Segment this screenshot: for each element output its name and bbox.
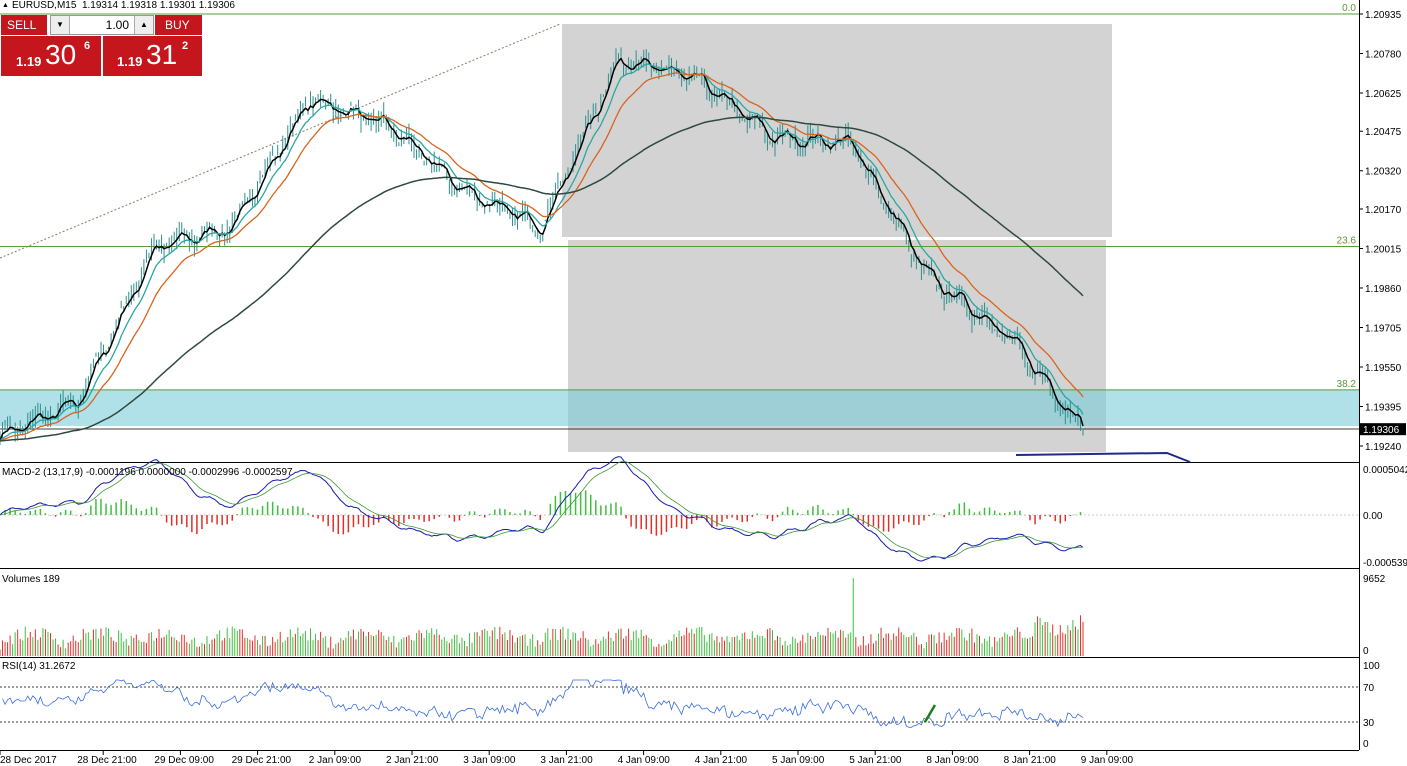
rsi-axis-label: 30 — [1363, 718, 1375, 729]
time-axis-label: 29 Dec 21:00 — [232, 755, 292, 766]
rsi-line — [2, 679, 1084, 728]
price-axis-label: 1.20170 — [1365, 205, 1402, 216]
current-price-tag: 1.19306 — [1363, 425, 1400, 436]
price-axis-label: 1.20780 — [1365, 50, 1402, 61]
buy-button-label[interactable]: BUY — [155, 15, 202, 35]
drawn-blue-line[interactable] — [1015, 451, 1191, 463]
lot-size-field[interactable]: ▼ 1.00 ▲ — [50, 15, 154, 35]
time-axis-label: 4 Jan 21:00 — [695, 755, 748, 766]
price-axis: 1.20935 1.20780 1.20625 1.20475 1.20320 1.201… — [1359, 10, 1406, 453]
time-axis-label: 5 Jan 21:00 — [849, 755, 902, 766]
ema-mid-line — [0, 72, 1084, 442]
rsi-panel: 100 70 30 0 — [0, 661, 1380, 750]
rsi-label: RSI(14) 31.2672 — [2, 661, 76, 672]
fib-level-label: 0.0 — [1342, 3, 1356, 14]
volume-axis-label: 9652 — [1363, 574, 1386, 585]
time-axis: 28 Dec 2017 28 Dec 21:00 29 Dec 09:00 29 De… — [0, 751, 1134, 766]
trend-line-dotted[interactable] — [0, 23, 561, 259]
buy-price-pips: 31 — [146, 39, 178, 70]
volume-axis-label: 0 — [1363, 646, 1369, 657]
price-axis-label: 1.20320 — [1365, 167, 1402, 178]
price-axis-label: 1.19860 — [1365, 284, 1402, 295]
buy-price-button[interactable]: 1.19 31 2 — [103, 36, 202, 76]
one-click-trading-panel: SELL ▼ 1.00 ▲ BUY 1.19 30 6 1.19 31 2 — [0, 15, 203, 76]
price-axis-label: 1.19240 — [1365, 442, 1402, 453]
time-axis-label: 9 Jan 09:00 — [1081, 755, 1134, 766]
rsi-axis-label: 100 — [1363, 661, 1380, 672]
support-zone[interactable] — [0, 390, 1359, 426]
time-axis-label: 28 Dec 2017 — [0, 755, 57, 766]
buy-price-prefix: 1.19 — [117, 54, 143, 69]
volumes-panel: 9652 0 — [0, 574, 1386, 657]
price-axis-label: 1.20935 — [1365, 10, 1402, 21]
sell-price-button[interactable]: 1.19 30 6 — [1, 36, 101, 76]
time-axis-label: 28 Dec 21:00 — [77, 755, 137, 766]
sell-price-prefix: 1.19 — [16, 54, 42, 69]
lot-size-value[interactable]: 1.00 — [105, 18, 129, 32]
ema-slow-line — [0, 116, 1084, 442]
fib-level-label: 38.2 — [1337, 379, 1357, 390]
macd-label: MACD-2 (13,17,9) -0.0001196 0.0000000 -0… — [2, 467, 293, 478]
ema-fast-line — [0, 63, 1084, 442]
sell-button-label[interactable]: SELL — [1, 15, 47, 35]
macd-signal-line — [0, 460, 1084, 559]
time-axis-label: 29 Dec 09:00 — [154, 755, 214, 766]
lot-decrease-icon[interactable]: ▼ — [51, 16, 70, 34]
macd-line — [0, 456, 1084, 562]
macd-axis-label: -0.000539 — [1363, 558, 1407, 569]
price-axis-label: 1.20015 — [1365, 244, 1402, 255]
macd-axis-label: 0.00 — [1363, 511, 1383, 522]
sell-price-fraction: 6 — [84, 40, 91, 52]
symbol-header: ▲ EURUSD,M15 1.19314 1.19318 1.19301 1.19… — [2, 0, 235, 12]
rsi-axis-label: 70 — [1363, 683, 1375, 694]
symbol-name: EURUSD,M15 — [11, 0, 77, 11]
rsi-drawn-green-line[interactable] — [923, 704, 937, 723]
panel-frames — [0, 0, 1360, 751]
price-axis-label: 1.20625 — [1365, 89, 1402, 100]
collapse-triangle-icon[interactable]: ▲ — [2, 2, 9, 9]
macd-axis-label: 0.0005042 — [1363, 465, 1407, 476]
fibonacci-levels[interactable]: 0.0 23.6 38.2 — [0, 3, 1359, 391]
macd-panel: 0.0005042 0.00 -0.000539 — [0, 456, 1407, 569]
buy-price-fraction: 2 — [182, 40, 189, 52]
lot-increase-icon[interactable]: ▲ — [134, 16, 153, 34]
chart-annotations — [0, 23, 1359, 463]
price-axis-label: 1.19705 — [1365, 323, 1402, 334]
time-axis-label: 5 Jan 09:00 — [772, 755, 825, 766]
time-axis-label: 2 Jan 21:00 — [386, 755, 439, 766]
ohlc-values: 1.19314 1.19318 1.19301 1.19306 — [81, 0, 235, 11]
time-axis-label: 3 Jan 09:00 — [463, 755, 516, 766]
price-axis-label: 1.19395 — [1365, 402, 1402, 413]
fib-level-label: 23.6 — [1337, 235, 1357, 246]
moving-averages — [0, 57, 1084, 442]
ema-black-line — [0, 57, 1084, 442]
time-axis-label: 8 Jan 09:00 — [926, 755, 979, 766]
volumes-label: Volumes 189 — [2, 574, 60, 585]
range-box-upper[interactable] — [562, 24, 1112, 237]
time-axis-label: 4 Jan 09:00 — [618, 755, 671, 766]
price-axis-label: 1.19550 — [1365, 363, 1402, 374]
sell-price-pips: 30 — [45, 39, 77, 70]
time-axis-label: 8 Jan 21:00 — [1004, 755, 1057, 766]
rsi-axis-label: 0 — [1363, 739, 1369, 750]
time-axis-label: 2 Jan 09:00 — [309, 755, 362, 766]
price-axis-label: 1.20475 — [1365, 127, 1402, 138]
time-axis-label: 3 Jan 21:00 — [540, 755, 593, 766]
